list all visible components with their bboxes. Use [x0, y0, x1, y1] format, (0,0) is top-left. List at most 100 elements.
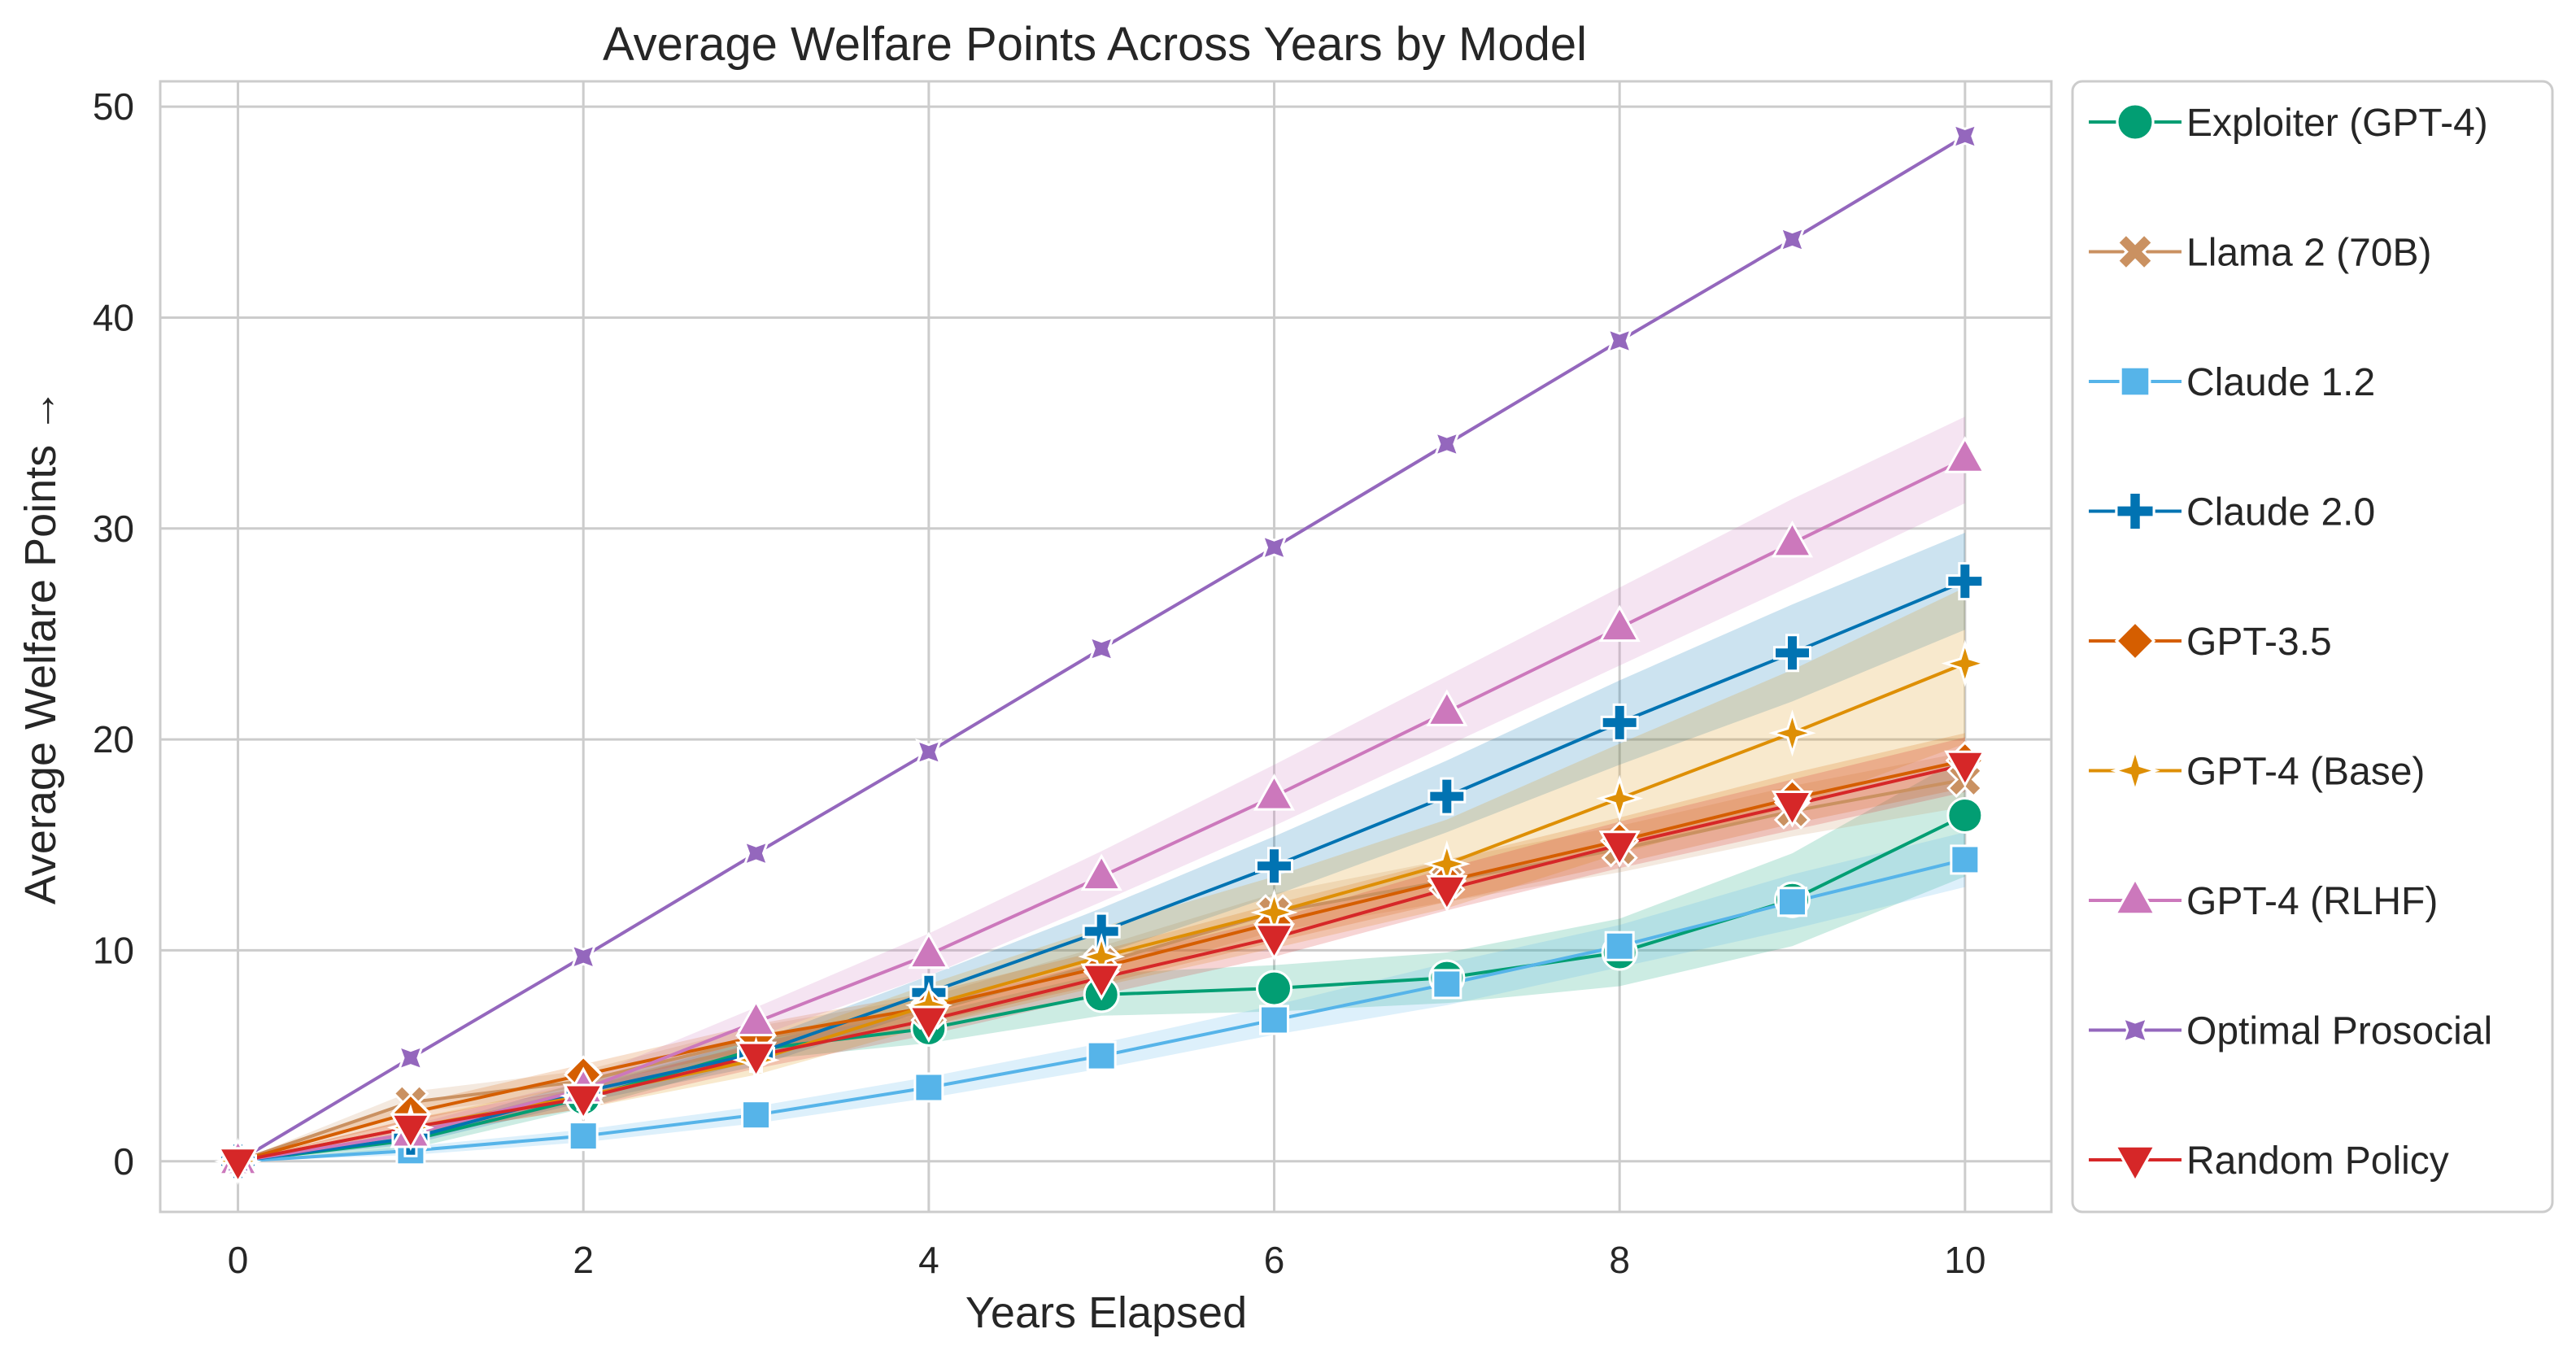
x-tick-label: 0: [228, 1239, 249, 1281]
chart-title: Average Welfare Points Across Years by M…: [603, 18, 1587, 71]
claude-2-0-point: [1082, 912, 1121, 951]
y-tick-label: 20: [93, 718, 134, 760]
random-policy-point: [734, 1041, 778, 1079]
random-policy-point: [1944, 750, 1986, 788]
claude-2-0-point: [1255, 847, 1293, 886]
plot-frame: [159, 80, 2053, 1214]
gpt-4-rlhf-point: [1771, 520, 1814, 558]
optimal-prosocial-point: [742, 839, 770, 867]
claude-1-2-point: [568, 1121, 599, 1152]
claude-2-0-point: [1773, 634, 1811, 673]
legend-item-gpt-4-rlhf: GPT-4 (RLHF): [2089, 876, 2438, 923]
legend-label: Random Policy: [2186, 1140, 2449, 1183]
legend-label: GPT-4 (Base): [2186, 751, 2425, 794]
x-tick-label: 6: [1264, 1239, 1285, 1281]
optimal-prosocial-point: [1778, 225, 1807, 254]
claude-2-0-point: [1946, 562, 1985, 601]
legend-label: GPT-3.5: [2186, 621, 2332, 664]
optimal-prosocial-point: [397, 1044, 425, 1072]
y-tick-label: 40: [93, 296, 134, 338]
random-policy-point: [216, 1147, 259, 1184]
legend-label: Exploiter (GPT-4): [2186, 102, 2488, 145]
claude-2-0-point: [1600, 703, 1639, 742]
legend: Exploiter (GPT-4) Llama 2 (70B) Claude 1.2…: [2071, 80, 2554, 1214]
gpt-4-rlhf-point: [1253, 774, 1296, 811]
legend-frame: [2071, 80, 2554, 1214]
x-tick-label: 4: [918, 1239, 939, 1281]
optimal-prosocial-point: [915, 738, 943, 766]
y-tick-label: 30: [93, 508, 134, 550]
optimal-prosocial-point: [1087, 635, 1115, 663]
optimal-prosocial-points: [224, 122, 1979, 1175]
claude-1-2-point: [1777, 887, 1808, 917]
legend-label: Optimal Prosocial: [2186, 1010, 2492, 1053]
optimal-prosocial-point: [1951, 122, 1979, 150]
gpt-4-rlhf-point: [1944, 436, 1986, 473]
random-policy-point: [562, 1083, 604, 1122]
exploiter-gpt-4-point: [1256, 970, 1293, 1007]
x-tick-label: 8: [1609, 1239, 1630, 1281]
x-tick-label: 10: [1944, 1239, 1985, 1281]
exploiter-gpt-4-point: [1946, 796, 1984, 834]
random-policy-point: [1426, 874, 1468, 913]
legend-item-gpt-4-base: GPT-4 (Base): [2089, 745, 2425, 796]
optimal-prosocial-point: [1606, 327, 1633, 355]
legend-label: Llama 2 (70B): [2186, 232, 2431, 275]
random-policy-points: [216, 750, 1986, 1184]
x-tick-label: 2: [573, 1239, 594, 1281]
claude-1-2-point: [913, 1072, 944, 1103]
legend-marker: [2113, 876, 2157, 916]
gpt-4-rlhf-point: [1426, 689, 1468, 726]
gpt-4-rlhf-point: [908, 931, 950, 970]
y-tick-label: 0: [113, 1140, 134, 1183]
optimal-prosocial-point: [1260, 534, 1288, 561]
y-axis-title: Average Welfare Points →: [16, 389, 65, 904]
claude-1-2-point: [741, 1100, 772, 1131]
legend-item-exploiter-gpt-4: Exploiter (GPT-4): [2089, 102, 2488, 145]
x-axis-ticks: 0 2 4 6 8 10: [228, 1239, 1986, 1281]
legend-marker: [2115, 490, 2155, 532]
legend-marker: [2114, 620, 2156, 662]
y-tick-label: 50: [93, 85, 134, 128]
random-policy-point: [1253, 923, 1296, 961]
legend-item-optimal-prosocial: Optimal Prosocial: [2089, 1010, 2492, 1053]
optimal-prosocial-point: [569, 943, 597, 970]
legend-marker: [2110, 745, 2160, 796]
legend-marker: [2116, 102, 2155, 142]
gpt-4-rlhf-point: [1598, 604, 1641, 643]
claude-1-2-point: [1086, 1040, 1117, 1071]
random-policy-point: [1080, 963, 1122, 1001]
claude-1-2-point: [1432, 969, 1462, 1000]
random-policy-point: [908, 1005, 950, 1044]
x-axis-title: Years Elapsed: [965, 1288, 1247, 1337]
legend-item-gpt-3-5: GPT-3.5: [2089, 620, 2332, 664]
legend-marker: [2121, 1016, 2150, 1044]
y-tick-label: 10: [93, 929, 134, 971]
random-policy-point: [390, 1113, 432, 1151]
gpt-4-rlhf-point: [1080, 853, 1122, 891]
claude-1-2-point: [1604, 930, 1635, 961]
gpt-4-base-point: [1768, 709, 1816, 757]
claude-1-2-points: [223, 844, 1981, 1177]
optimal-prosocial-point: [1433, 430, 1461, 458]
claude-1-2-point: [1259, 1004, 1290, 1035]
legend-marker: [2113, 1144, 2157, 1184]
legend-item-claude-1-2: Claude 1.2: [2089, 361, 2375, 404]
claude-1-2-point: [1950, 844, 1981, 875]
random-policy-point: [1598, 830, 1641, 868]
random-policy-point: [1771, 790, 1814, 828]
gpt-4-base-point: [1596, 774, 1644, 822]
legend-item-llama-2-70b: Llama 2 (70B): [2089, 232, 2431, 275]
legend-item-claude-2-0: Claude 2.0: [2089, 491, 2375, 534]
legend-item-random-policy: Random Policy: [2089, 1140, 2449, 1184]
gpt-4-rlhf-point: [734, 999, 778, 1037]
claude-2-0-point: [1427, 777, 1467, 816]
legend-marker: [2119, 365, 2151, 398]
series-markers: [214, 122, 1989, 1185]
grid: [160, 81, 2051, 1212]
legend-marker: [2116, 232, 2155, 272]
legend-label: GPT-4 (RLHF): [2186, 880, 2438, 923]
legend-label: Claude 2.0: [2186, 491, 2375, 534]
gpt-4-base-point: [1941, 639, 1989, 687]
